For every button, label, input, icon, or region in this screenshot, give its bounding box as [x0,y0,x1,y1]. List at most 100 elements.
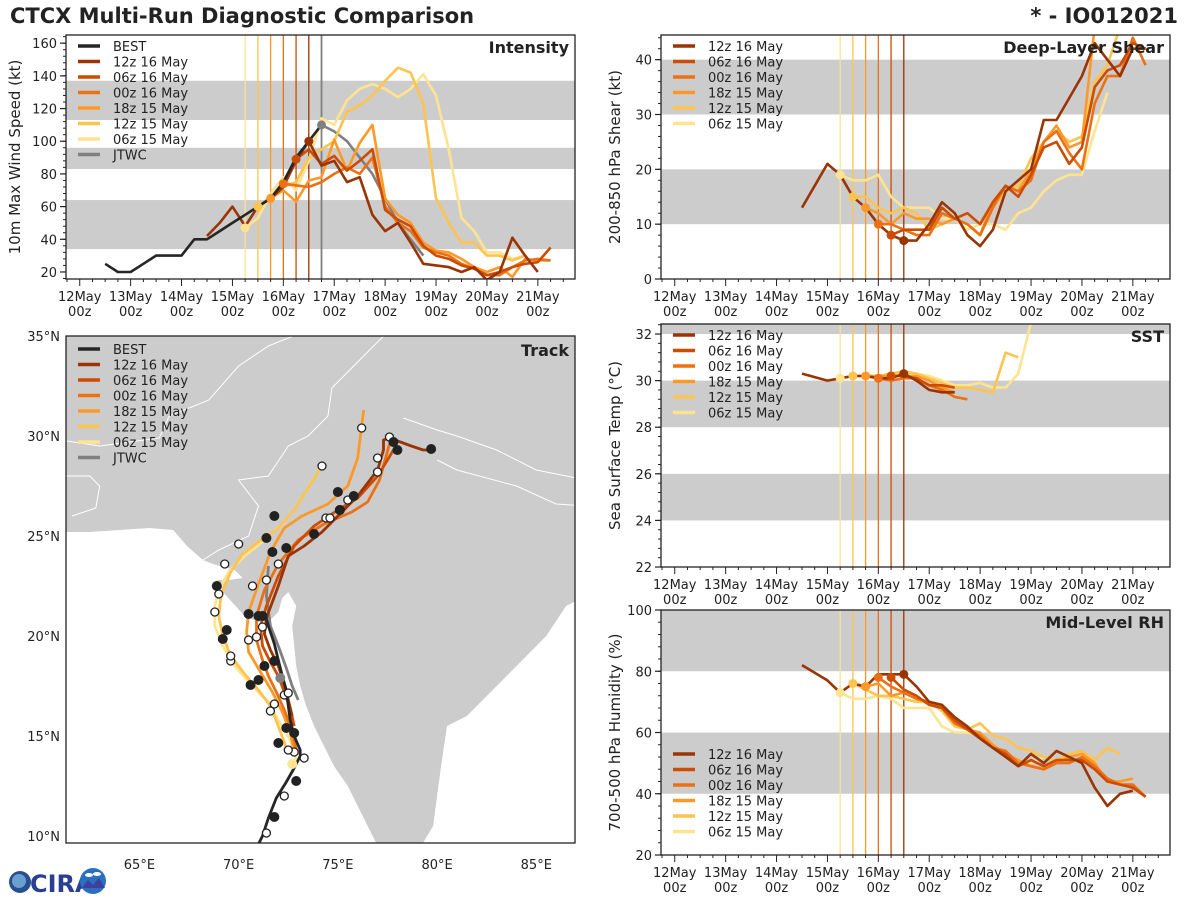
x-tick-label: 00z [526,305,550,320]
y-tick-label: 24 [635,514,652,529]
lat-label: 25°N [27,530,60,545]
marker-12z-15-may [253,202,263,212]
series-12z-15-may [852,682,1121,762]
legend-label-06z-16-may: 06z 16 May [708,345,783,360]
x-tick-label: 14May [755,290,799,305]
marker-00z-16-may [873,373,883,383]
lon-label: 75°E [322,858,353,873]
y-axis-label: 10m Max Wind Speed (kt) [6,60,24,255]
legend-label-06z-15-may: 06z 15 May [113,436,188,451]
legend-label-jtwc: JTWC [112,452,147,467]
panel-title: Track [521,341,569,360]
x-tick-label: 00z [816,593,840,608]
track-point-00z [269,812,280,822]
y-tick-label: 80 [40,168,57,183]
track-point-00z [388,437,399,447]
legend-label-00z-16-may: 00z 16 May [708,71,783,86]
shear-chart: 01020304012May00z13May00z14May00z15May00… [606,34,1171,320]
track-point-00z [261,533,272,543]
legend-label-18z-15-may: 18z 15 May [708,376,783,391]
band [66,147,575,170]
x-tick-label: 18May [958,578,1002,593]
x-tick-label: 21May [1111,578,1155,593]
x-tick-label: 00z [867,881,891,896]
x-tick-label: 14May [755,866,799,881]
x-tick-label: 16May [857,290,901,305]
track-marker-jtwc [275,673,286,683]
legend-label-06z-16-may: 06z 16 May [708,56,783,71]
x-tick-label: 21May [1111,866,1155,881]
legend-label-12z-16-may: 12z 16 May [113,56,188,71]
x-tick-label: 00z [1121,881,1145,896]
legend-label-best: BEST [113,40,146,55]
series-00z-16-may [283,156,551,277]
legend-label-best: BEST [113,343,146,358]
x-tick-label: 16May [262,290,306,305]
x-tick-label: 21May [1111,290,1155,305]
band [66,200,575,250]
track-point-12z [220,559,230,569]
intensity-chart: 2040608010012014016012May00z13May00z14Ma… [6,34,576,320]
track-point-12z [273,559,283,569]
lat-label: 30°N [27,430,60,445]
series-group [104,66,552,279]
x-tick-label: 20May [465,290,509,305]
track-00z-16-may [255,443,391,751]
y-tick-label: 20 [40,266,57,281]
track-06z-16-may [259,449,395,727]
marker-06z-16-may [886,230,896,240]
x-tick-label: 00z [714,305,738,320]
series-00z-16-may [878,36,1147,237]
country-border [66,336,295,447]
x-tick-label: 13May [109,290,153,305]
x-tick-label: 20May [1060,866,1104,881]
y-tick-label: 40 [40,233,57,248]
track-point-00z [259,661,270,671]
track-point-00z [392,445,403,455]
legend-label-00z-16-may: 00z 16 May [113,87,188,102]
x-tick-label: 17May [908,866,952,881]
x-tick-label: 19May [1009,290,1053,305]
marker-12z-16-may [899,369,909,379]
track-point-12z [214,589,224,599]
legend-label-12z-16-may: 12z 16 May [708,748,783,763]
marker-06z-15-may [835,688,845,698]
x-tick-label: 00z [323,305,347,320]
track-point-12z [357,423,367,433]
y-tick-label: 30 [635,109,652,124]
track-point-12z [283,745,293,755]
land [66,336,575,843]
country-border [66,475,101,517]
y-tick-label: 40 [635,54,652,69]
x-tick-label: 00z [424,305,448,320]
lon-label: 70°E [223,858,254,873]
lon-label: 80°E [421,858,452,873]
x-tick-label: 12May [58,290,102,305]
y-tick-label: 22 [635,561,652,576]
x-tick-label: 13May [704,290,748,305]
track-point-00z [281,543,292,553]
legend-label-12z-16-may: 12z 16 May [113,359,188,374]
legend-label-06z-16-may: 06z 16 May [708,764,783,779]
legend-label-18z-15-may: 18z 15 May [708,795,783,810]
y-tick-label: 60 [40,201,57,216]
track-point-00z [348,491,359,501]
series-group [801,663,1147,808]
x-tick-label: 00z [1070,881,1094,896]
marker-00z-16-may [873,219,883,229]
track-point-00z [221,625,232,635]
x-tick-label: 19May [414,290,458,305]
track-point-00z [269,656,280,666]
x-tick-label: 18May [363,290,407,305]
track-point-12z [226,651,236,661]
x-tick-label: 00z [968,593,992,608]
series-06z-15-may [839,92,1109,231]
map-frame [65,335,576,844]
band [66,80,575,120]
x-tick-label: 00z [373,305,397,320]
panel-title: Intensity [489,38,570,57]
track-map: 10°N 15°N 20°N 25°N 30°N 35°N 65°E 70°E 75°E 80°E… [27,330,576,873]
track-point-12z [283,688,293,698]
track-point-00z [217,634,228,644]
x-tick-label: 00z [170,305,194,320]
